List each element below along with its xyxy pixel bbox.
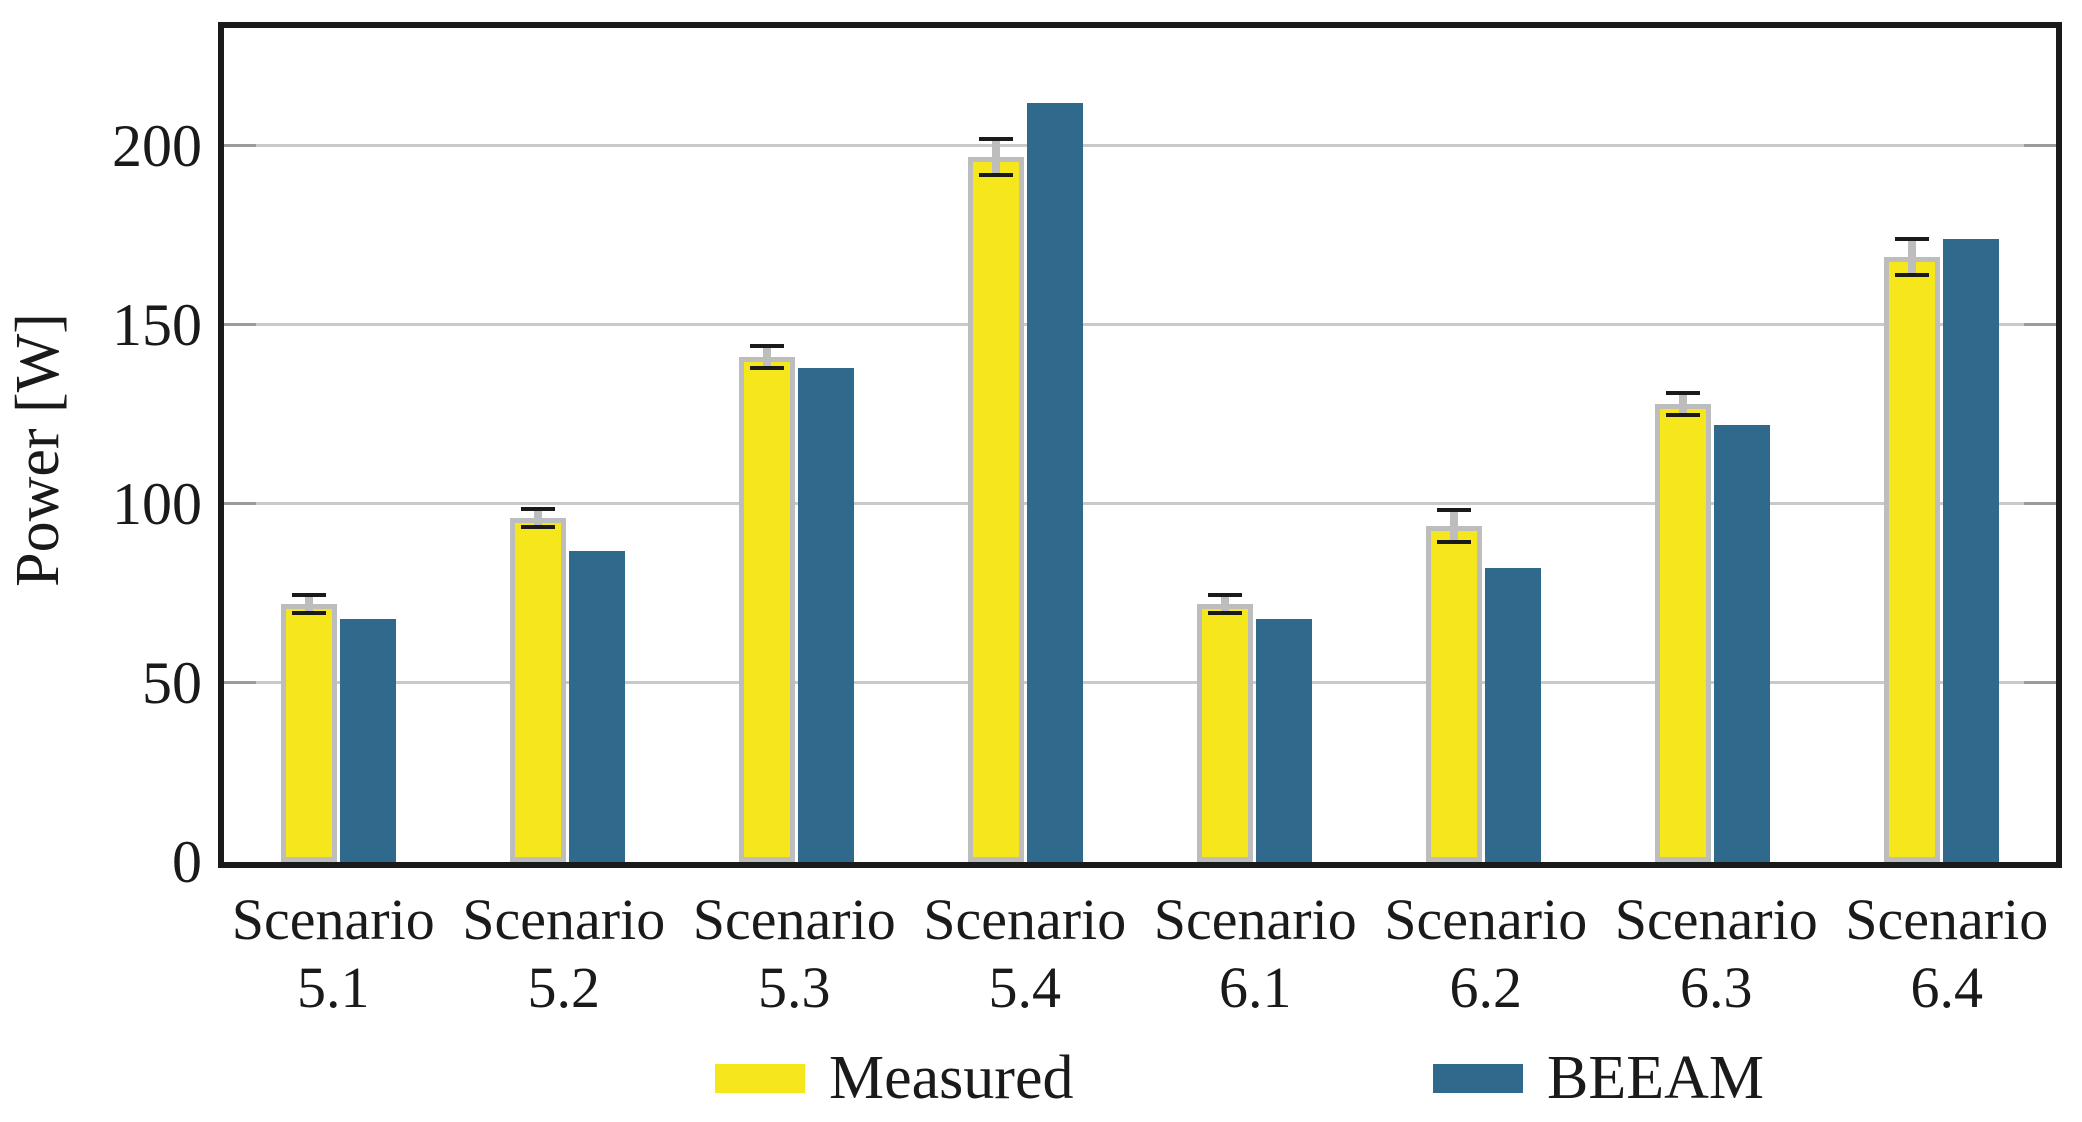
- legend-label-measured: Measured: [829, 1044, 1074, 1112]
- error-bar-line: [1908, 239, 1916, 275]
- error-bar-cap-bottom: [292, 611, 326, 615]
- error-bar-cap-bottom: [979, 173, 1013, 177]
- gridline: [224, 323, 2056, 326]
- error-bar-line: [1679, 393, 1687, 414]
- error-bar-cap-top: [1208, 593, 1242, 597]
- bar-beeam: [569, 551, 625, 862]
- plot-inner: [224, 28, 2056, 862]
- error-bar-line: [1450, 510, 1458, 542]
- error-bar-cap-top: [1895, 237, 1929, 241]
- legend-item-measured: Measured: [715, 1042, 1073, 1114]
- bar-measured: [281, 593, 337, 862]
- x-category-label: Scenario 5.1: [231, 887, 435, 1020]
- bar-measured: [1197, 593, 1253, 862]
- legend-item-beeam: BEEAM: [1433, 1042, 1764, 1114]
- bar-group-5.1: [224, 28, 453, 862]
- y-tick-label: 150: [112, 292, 202, 358]
- axis-tick-right: [2024, 144, 2056, 147]
- y-tick-label: 100: [112, 471, 202, 537]
- axis-tick-right: [2024, 323, 2056, 326]
- x-category-label: Scenario 6.2: [1384, 887, 1588, 1020]
- bar-group-5.3: [682, 28, 911, 862]
- error-bar-line: [763, 346, 771, 367]
- bar-group-6.3: [1598, 28, 1827, 862]
- bar-beeam: [798, 368, 854, 862]
- error-bar-cap-top: [1437, 508, 1471, 512]
- y-tick-label: 50: [142, 650, 202, 716]
- x-category-label: Scenario 5.3: [692, 887, 896, 1020]
- axis-tick-left: [224, 323, 256, 326]
- x-category-label: Scenario 6.4: [1845, 887, 2049, 1020]
- axis-tick-left: [224, 681, 256, 684]
- bar-beeam: [1027, 103, 1083, 862]
- x-category-label: Scenario 6.1: [1153, 887, 1357, 1020]
- error-bar-cap-top: [292, 593, 326, 597]
- axis-tick-left: [224, 502, 256, 505]
- legend-label-beeam: BEEAM: [1547, 1044, 1764, 1112]
- axis-tick-right: [2024, 681, 2056, 684]
- bar-measured: [510, 507, 566, 862]
- bar-beeam: [1256, 619, 1312, 862]
- bar-group-6.1: [1140, 28, 1369, 862]
- legend-swatch-measured: [715, 1063, 805, 1093]
- error-bar-cap-bottom: [1895, 273, 1929, 277]
- bar-measured: [1426, 508, 1482, 862]
- x-category-label: Scenario 5.4: [923, 887, 1127, 1020]
- y-axis-ticks: 0 50 100 150 200: [0, 0, 202, 1122]
- legend-swatch-beeam: [1433, 1063, 1523, 1093]
- error-bar-cap-bottom: [1666, 413, 1700, 417]
- error-bar-cap-bottom: [521, 525, 555, 529]
- bar-measured: [968, 137, 1024, 862]
- x-category-label: Scenario 5.2: [462, 887, 666, 1020]
- x-category-label: Scenario 6.3: [1614, 887, 1818, 1020]
- error-bar-line: [305, 595, 313, 613]
- y-tick-label: 0: [172, 829, 202, 895]
- y-tick-label: 200: [112, 113, 202, 179]
- x-axis-labels: Scenario 5.1 Scenario 5.2 Scenario 5.3 Scenari…: [218, 886, 2062, 1022]
- error-bar-line: [992, 139, 1000, 175]
- bar-group-5.4: [911, 28, 1140, 862]
- axis-tick-left: [224, 144, 256, 147]
- error-bar-cap-top: [521, 507, 555, 511]
- error-bar-cap-bottom: [1437, 540, 1471, 544]
- plot-area: [218, 22, 2062, 868]
- error-bar-cap-top: [750, 344, 784, 348]
- error-bar-line: [534, 509, 542, 527]
- error-bar-cap-bottom: [750, 366, 784, 370]
- gridline: [224, 144, 2056, 147]
- gridline: [224, 502, 2056, 505]
- bar-beeam: [1943, 239, 1999, 862]
- bar-beeam: [1485, 568, 1541, 862]
- gridline: [224, 681, 2056, 684]
- error-bar-cap-bottom: [1208, 611, 1242, 615]
- error-bar-cap-top: [1666, 391, 1700, 395]
- bar-measured: [739, 344, 795, 862]
- bar-group-6.4: [1827, 28, 2056, 862]
- bar-measured: [1884, 237, 1940, 862]
- error-bar-line: [1221, 595, 1229, 613]
- bar-beeam: [1714, 425, 1770, 862]
- bar-group-5.2: [453, 28, 682, 862]
- error-bar-cap-top: [979, 137, 1013, 141]
- axis-tick-right: [2024, 502, 2056, 505]
- bar-group-6.2: [1369, 28, 1598, 862]
- bar-beeam: [340, 619, 396, 862]
- bar-measured: [1655, 391, 1711, 862]
